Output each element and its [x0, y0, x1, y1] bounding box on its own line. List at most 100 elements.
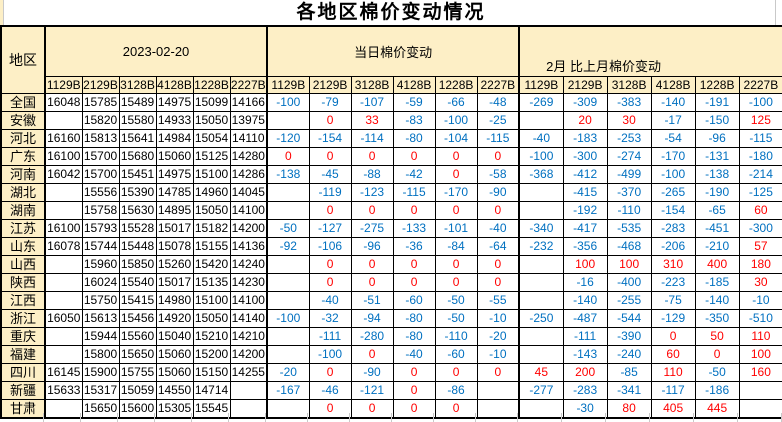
change-cell: -170: [650, 146, 696, 166]
change-cell: -180: [738, 146, 782, 166]
change-cell: -150: [694, 110, 740, 130]
change-cell: 0: [308, 200, 352, 220]
change-cell: -36: [392, 236, 436, 256]
change-cell: -415: [562, 182, 608, 202]
change-cell: -50: [266, 218, 310, 238]
price-cell: 14785: [155, 182, 194, 202]
change-cell: -269: [518, 92, 564, 112]
region-cell: 陕西: [0, 272, 46, 292]
price-cell: 14933: [155, 110, 194, 130]
change-cell: -58: [476, 164, 520, 184]
change-cell: -46: [308, 380, 352, 400]
change-cell: -100: [308, 344, 352, 364]
change-cell: [476, 398, 520, 418]
price-cell: [229, 398, 268, 418]
price-cell: 15528: [118, 218, 157, 238]
price-cell: 15017: [155, 218, 194, 238]
price-cell: 14280: [229, 146, 268, 166]
change-cell: -240: [606, 344, 652, 364]
change-cell: -25: [476, 110, 520, 130]
grade-header-2227B: 2227B: [738, 75, 782, 94]
price-cell: 15060: [155, 344, 194, 364]
change-cell: 0: [476, 254, 520, 274]
change-cell: 0: [308, 272, 352, 292]
change-cell: 0: [476, 146, 520, 166]
table-header: 地区 2023-02-20 当日棉价变动 2月 比上月棉价变动 1129B 212…: [0, 25, 782, 94]
grade-header-row: 1129B 2129B 3128B 4128B 1228B 2227B 1129B 2129B…: [1, 75, 782, 94]
price-cell: 15050: [192, 200, 231, 220]
change-cell: 200: [562, 362, 608, 382]
table-body: 全国 16048 15785 15489 14975 15099 14166 -100 -79-…: [0, 92, 782, 418]
change-cell: -32: [308, 308, 352, 328]
price-cell: 16042: [44, 164, 83, 184]
price-cell: 15960: [81, 254, 120, 274]
change-cell: -40: [392, 344, 436, 364]
price-cell: 15050: [192, 110, 231, 130]
grade-header-2227B: 2227B: [229, 75, 268, 94]
price-cell: 15700: [81, 164, 120, 184]
change-cell: -125: [738, 182, 782, 202]
change-cell: -167: [266, 380, 310, 400]
price-cell: 15200: [192, 344, 231, 364]
change-cell: -100: [266, 308, 310, 328]
change-cell: 0: [650, 326, 696, 346]
table-row: 安徽 15820 15580 14933 15050 13975 0 33 -83 -100 -25…: [0, 110, 782, 130]
change-cell: -86: [434, 380, 478, 400]
change-cell: -190: [694, 182, 740, 202]
change-cell: -280: [350, 326, 394, 346]
change-cell: -499: [606, 164, 652, 184]
region-cell: 新疆: [0, 380, 46, 400]
change-cell: -42: [392, 164, 436, 184]
price-cell: 16100: [44, 146, 83, 166]
price-cell: 14210: [229, 326, 268, 346]
price-cell: 15060: [155, 146, 194, 166]
region-cell: 河北: [0, 128, 46, 148]
price-cell: 15944: [81, 326, 120, 346]
change-cell: 0: [434, 362, 478, 382]
change-cell: -40: [518, 128, 564, 148]
price-cell: 15750: [81, 290, 120, 310]
change-cell: [518, 200, 564, 220]
price-cell: 15793: [81, 218, 120, 238]
change-cell: -121: [350, 380, 394, 400]
grade-header-3128B: 3128B: [350, 75, 394, 94]
price-cell: 15630: [118, 200, 157, 220]
change-cell: -90: [476, 182, 520, 202]
page-title: 各地区棉价变动情况: [296, 2, 486, 23]
change-cell: 180: [738, 254, 782, 274]
change-cell: 310: [650, 254, 696, 274]
price-cell: [44, 326, 83, 346]
price-cell: 15099: [192, 92, 231, 112]
price-cell: 15633: [44, 380, 83, 400]
change-cell: 0: [308, 362, 352, 382]
table-row: 湖北 15556 15390 14785 14960 14045 -119 -123 -115-…: [0, 182, 782, 202]
grade-header-1129B: 1129B: [518, 75, 564, 94]
change-cell: 0: [694, 344, 740, 364]
price-cell: 15059: [118, 380, 157, 400]
change-cell: -138: [694, 164, 740, 184]
change-cell: -16: [562, 272, 608, 292]
change-cell: -544: [606, 308, 652, 328]
change-cell: -114: [350, 128, 394, 148]
change-cell: -192: [562, 200, 608, 220]
change-cell: 0: [350, 200, 394, 220]
region-cell: 四川: [0, 362, 46, 382]
change-cell: [476, 380, 520, 400]
change-cell: [738, 398, 782, 418]
price-cell: [44, 182, 83, 202]
change-cell: -50: [694, 362, 740, 382]
change-cell: -55: [476, 290, 520, 310]
change-cell: 125: [738, 110, 782, 130]
table-row: 广东 16100 15700 15680 15060 15125 14280 0 0 0 0 0 0 -1…: [0, 146, 782, 166]
price-cell: 14166: [229, 92, 268, 112]
change-cell: -94: [350, 308, 394, 328]
change-cell: 0: [350, 146, 394, 166]
price-cell: 14110: [229, 128, 268, 148]
change-cell: -80: [392, 326, 436, 346]
region-cell: 浙江: [0, 308, 46, 328]
table-row: 甘肃 15650 15600 15305 15545 0 0 0 0 -30 80 405 445: [0, 398, 782, 418]
change-cell: -85: [606, 362, 652, 382]
price-cell: 15451: [118, 164, 157, 184]
change-cell: 20: [562, 110, 608, 130]
change-cell: -96: [350, 236, 394, 256]
